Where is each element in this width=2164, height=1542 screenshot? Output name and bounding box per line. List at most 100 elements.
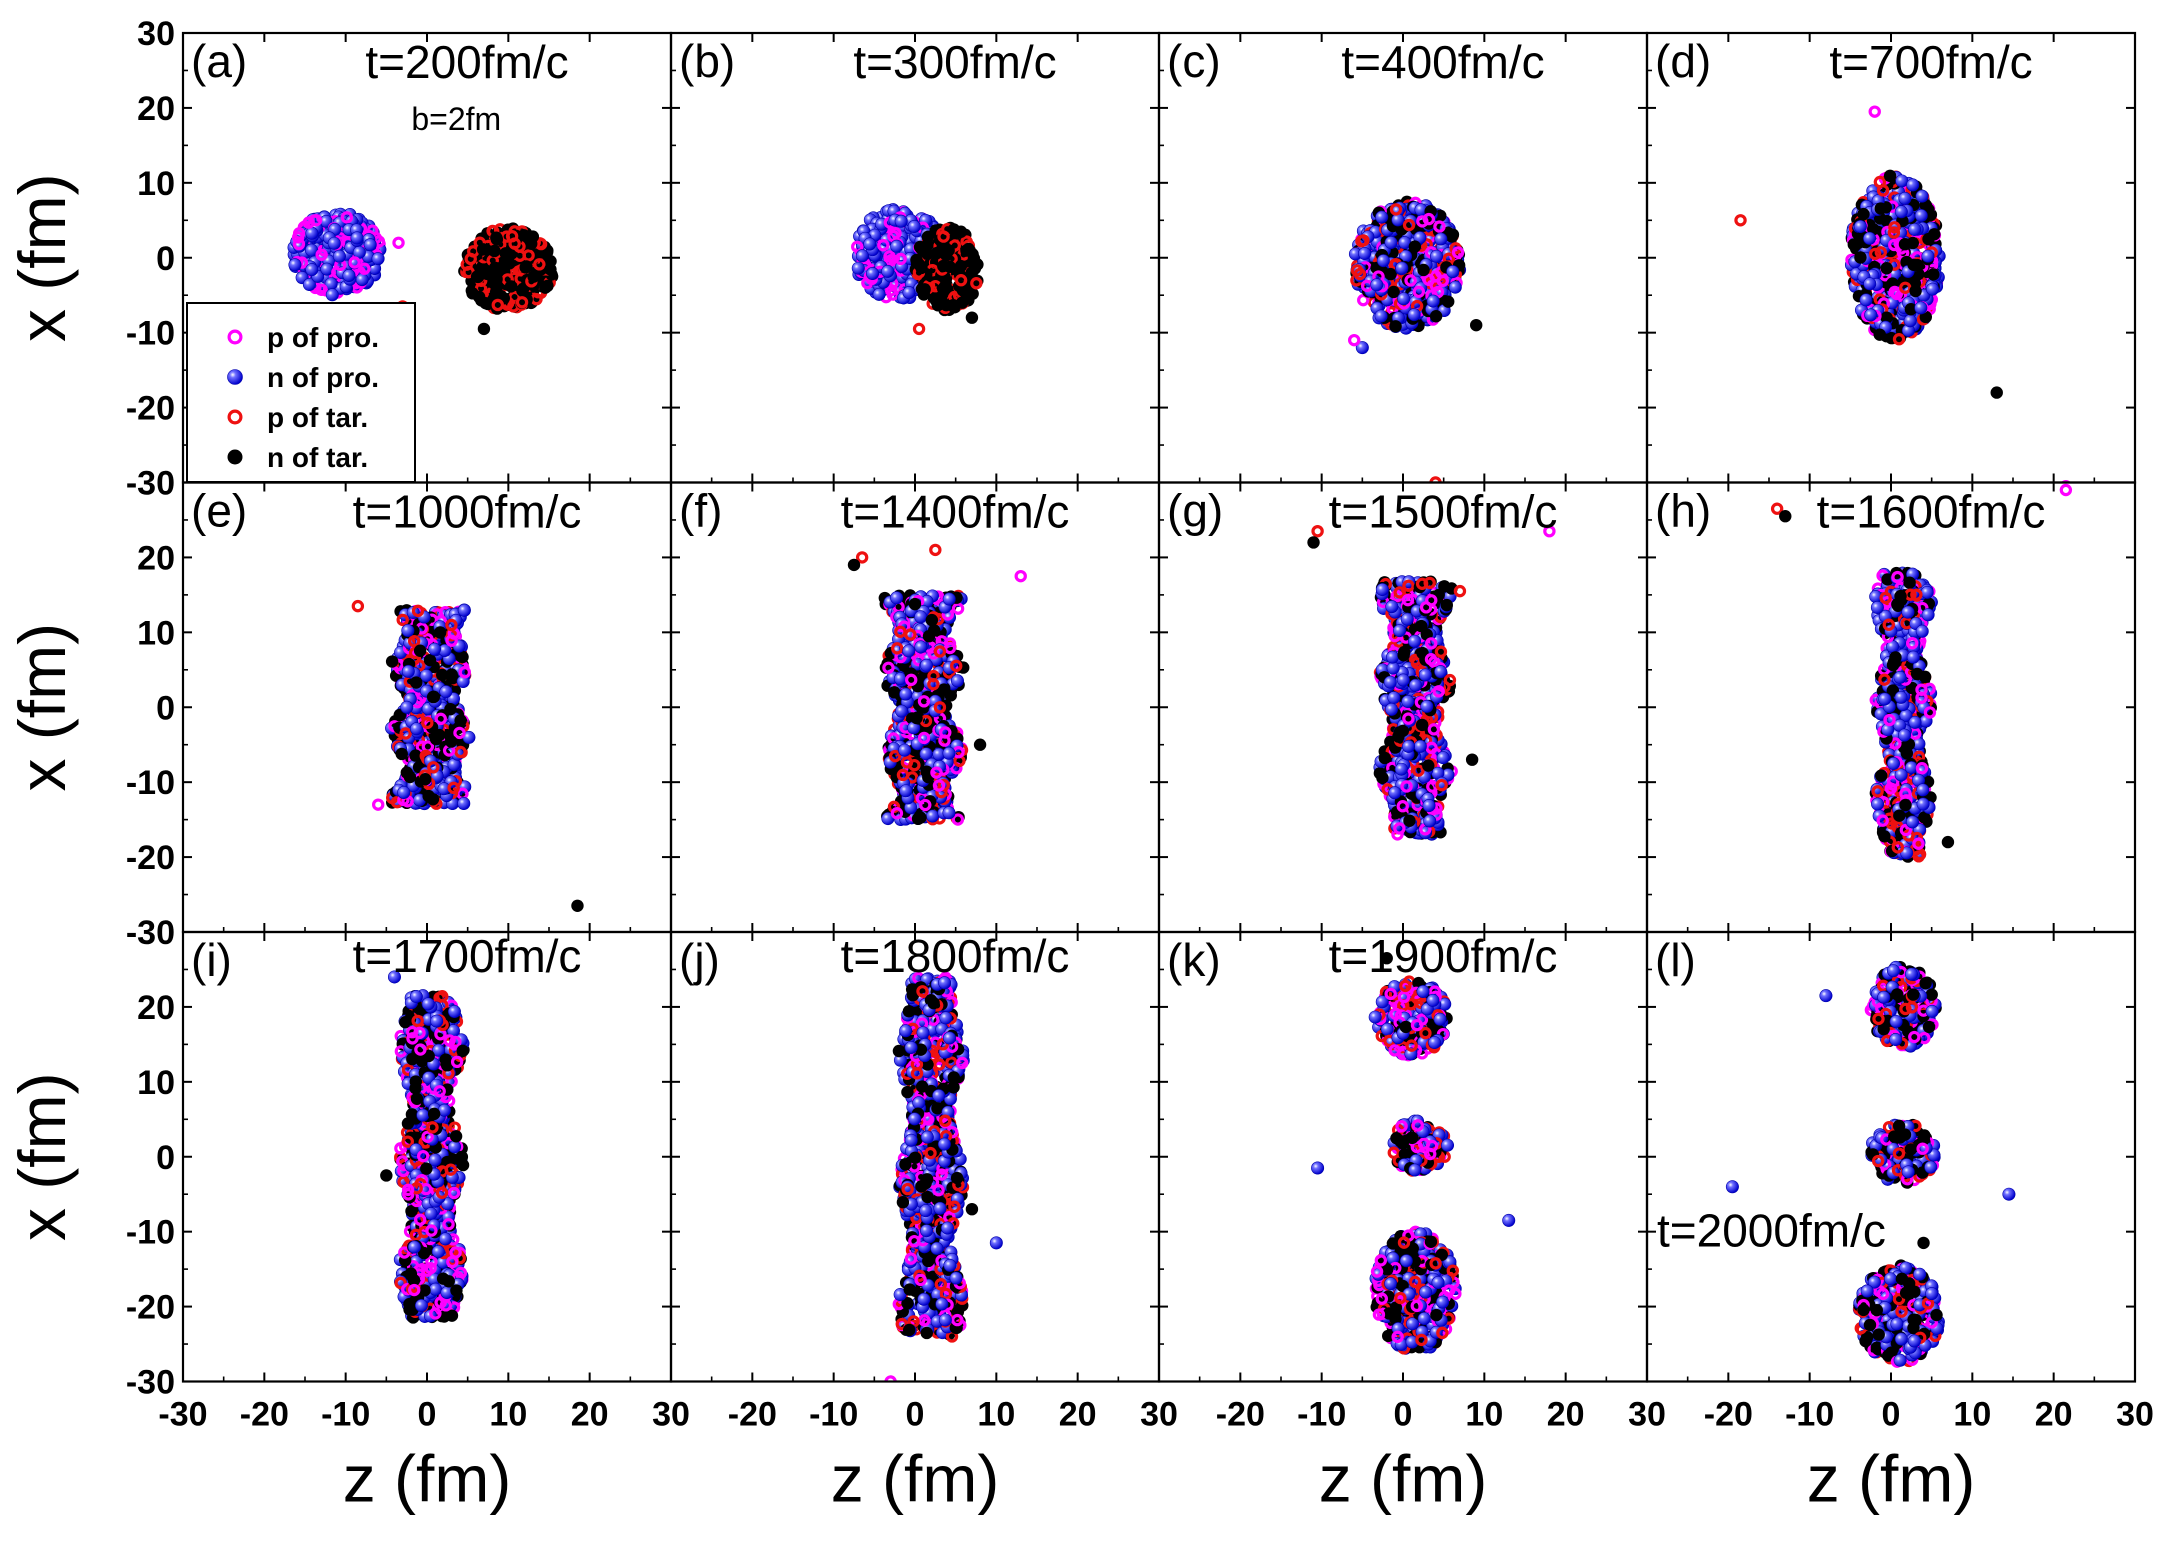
marker-n-tar	[571, 899, 584, 912]
marker-n-tar	[1847, 238, 1860, 251]
marker-n-tar	[488, 244, 501, 258]
marker-p-pro	[1868, 105, 1881, 118]
marker-p-pro	[883, 250, 896, 263]
marker-n-pro	[1355, 341, 1369, 355]
marker-n-tar	[1422, 759, 1435, 772]
marker-n-tar	[847, 558, 861, 572]
marker-n-tar	[1880, 311, 1893, 324]
marker-n-tar	[910, 253, 923, 267]
marker-p-tar	[1734, 214, 1747, 227]
marker-p-tar	[937, 778, 950, 792]
marker-p-tar	[1443, 673, 1457, 687]
marker-n-tar	[1880, 262, 1893, 275]
marker-n-tar	[403, 770, 417, 784]
marker-p-pro	[951, 813, 965, 826]
marker-n-tar	[517, 229, 531, 242]
marker-n-tar	[1883, 169, 1897, 183]
marker-p-pro	[951, 602, 965, 615]
marker-p-tar	[447, 781, 460, 795]
marker-n-pro	[895, 704, 909, 718]
panel-d	[1734, 105, 2071, 483]
marker-n-pro	[872, 287, 886, 301]
marker-p-tar	[1887, 226, 1901, 239]
panel-c	[1347, 195, 1483, 483]
marker-p-tar	[427, 761, 440, 774]
marker-p-tar	[351, 599, 365, 613]
marker-n-pro	[1408, 634, 1422, 648]
marker-p-tar	[1453, 584, 1467, 598]
marker-n-tar	[385, 655, 399, 668]
marker-p-tar	[1402, 218, 1416, 232]
marker-n-tar	[965, 311, 979, 324]
marker-n-tar	[956, 284, 970, 297]
marker-n-tar	[479, 264, 493, 278]
marker-n-pro	[427, 642, 441, 656]
marker-n-pro	[1418, 668, 1432, 682]
marker-n-tar	[1465, 753, 1479, 766]
marker-p-tar	[407, 634, 421, 648]
marker-n-pro	[1417, 770, 1431, 784]
marker-n-tar	[954, 259, 968, 273]
marker-p-pro	[348, 256, 361, 269]
marker-p-tar	[1402, 579, 1415, 592]
marker-p-pro	[938, 734, 951, 747]
marker-n-pro	[342, 269, 356, 283]
marker-n-pro	[1853, 220, 1867, 234]
marker-n-tar	[476, 243, 490, 256]
marker-n-pro	[1926, 282, 1940, 296]
marker-p-pro	[905, 673, 918, 687]
marker-n-pro	[1375, 583, 1389, 597]
marker-p-tar	[954, 274, 968, 287]
marker-p-tar	[896, 768, 910, 782]
marker-p-tar	[1353, 267, 1367, 281]
marker-p-tar	[411, 604, 425, 618]
marker-n-tar	[973, 738, 987, 751]
marker-p-pro	[315, 283, 328, 296]
marker-n-tar	[1398, 645, 1411, 659]
marker-p-pro	[1419, 601, 1433, 614]
marker-n-pro	[325, 288, 339, 302]
marker-n-tar	[968, 262, 982, 275]
marker-n-tar	[1387, 285, 1400, 299]
marker-n-pro	[1423, 814, 1437, 828]
marker-n-pro	[902, 286, 916, 300]
marker-n-pro	[1395, 261, 1409, 275]
marker-n-pro	[902, 644, 916, 658]
marker-n-tar	[490, 273, 503, 286]
marker-p-tar	[508, 237, 521, 250]
marker-n-pro	[1864, 308, 1878, 322]
marker-p-pro	[1451, 246, 1465, 259]
marker-p-pro	[1543, 524, 1556, 538]
points-group	[1770, 483, 2073, 863]
marker-n-tar	[1909, 284, 1922, 298]
marker-n-tar	[1990, 386, 2003, 399]
marker-n-pro	[1422, 799, 1436, 813]
marker-n-pro	[1915, 189, 1929, 203]
marker-n-pro	[890, 239, 904, 253]
marker-n-pro	[1408, 678, 1422, 692]
marker-n-tar	[466, 287, 479, 300]
marker-n-tar	[426, 793, 440, 806]
marker-n-pro	[894, 214, 908, 228]
marker-n-tar	[527, 270, 540, 283]
marker-n-tar	[908, 597, 922, 611]
marker-n-tar	[1470, 318, 1483, 332]
marker-n-tar	[454, 714, 467, 727]
marker-n-pro	[417, 610, 431, 624]
marker-n-pro	[1446, 265, 1460, 279]
marker-p-tar	[933, 645, 947, 658]
marker-n-tar	[1429, 310, 1443, 323]
marker-p-tar	[491, 298, 504, 312]
points-group	[287, 207, 559, 336]
marker-p-tar	[454, 745, 467, 759]
marker-n-tar	[922, 630, 936, 643]
marker-p-tar	[1892, 333, 1906, 346]
marker-n-pro	[942, 806, 956, 820]
marker-n-tar	[937, 259, 950, 273]
marker-p-tar	[1389, 203, 1403, 216]
marker-n-tar	[423, 653, 437, 667]
panel-f	[847, 543, 1027, 827]
marker-n-tar	[520, 260, 533, 273]
marker-p-pro	[1404, 274, 1417, 287]
marker-n-tar	[426, 690, 440, 704]
